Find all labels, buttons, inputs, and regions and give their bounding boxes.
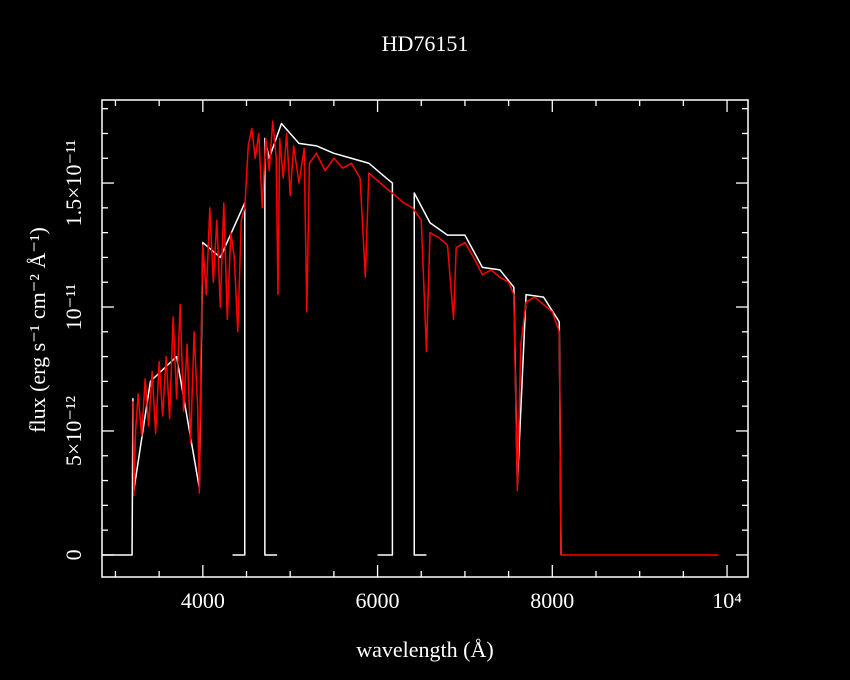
x-tick-label: 8000: [530, 588, 574, 613]
y-tick-label: 0: [61, 549, 86, 560]
y-axis-label: flux (erg s⁻¹ cm⁻² Å⁻¹): [25, 227, 50, 433]
y-tick-label: 10⁻¹¹: [61, 284, 86, 331]
x-axis-label: wavelength (Å): [356, 637, 493, 662]
y-tick-label: 1.5×10⁻¹¹: [61, 140, 86, 227]
x-tick-label: 4000: [181, 588, 225, 613]
x-tick-label: 6000: [356, 588, 400, 613]
spectrum-line: [132, 120, 719, 556]
y-tick-label: 5×10⁻¹²: [61, 395, 86, 466]
plot-frame: [101, 99, 749, 578]
x-tick-label: 10⁴: [712, 588, 742, 613]
chart-title: HD76151: [382, 31, 469, 56]
